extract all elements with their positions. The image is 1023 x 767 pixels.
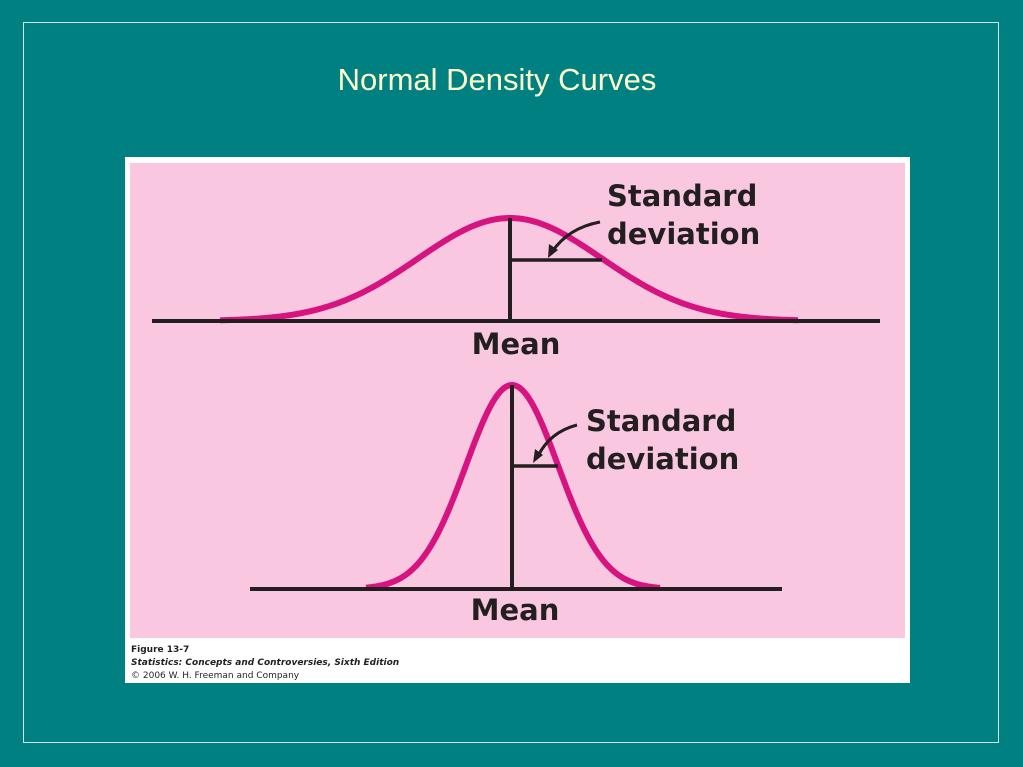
slide-border (23, 22, 999, 743)
caption-figure: Figure 13-7 (131, 645, 189, 655)
arrow-head (533, 449, 543, 463)
mean-label: Mean (472, 327, 561, 361)
slide-title: Normal Density Curves (338, 62, 657, 97)
arrow (536, 423, 578, 457)
arrow-head (548, 244, 558, 258)
mean-label: Mean (471, 593, 560, 627)
sd-label: Standard (607, 179, 757, 213)
caption-book: Statistics: Concepts and Controversies, … (131, 658, 399, 668)
caption-copyright: © 2006 W. H. Freeman and Company (131, 671, 300, 681)
sd-label: Standard (586, 404, 736, 438)
sd-label: deviation (586, 442, 739, 476)
sd-label: deviation (607, 217, 760, 251)
figure-panel (130, 163, 905, 638)
